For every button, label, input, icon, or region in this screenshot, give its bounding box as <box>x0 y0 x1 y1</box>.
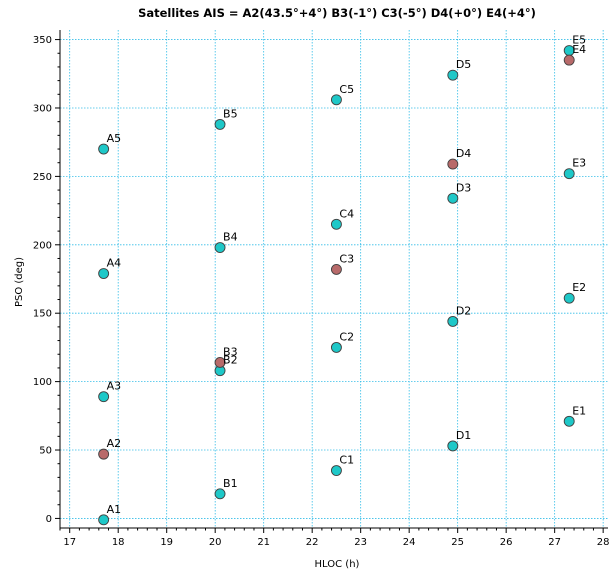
y-tick-label: 100 <box>33 377 52 388</box>
data-point-c1 <box>330 465 342 476</box>
data-label-e5: E5 <box>572 34 586 47</box>
axes: 17 18 19 20 21 22 23 24 25 26 27 28 0 50 100 150 200 250 3… <box>33 30 610 548</box>
data-point-a1 <box>98 514 110 526</box>
data-point-b5 <box>214 118 226 130</box>
data-point-c3 <box>330 263 342 275</box>
data-label-a5: A5 <box>107 132 122 145</box>
y-tick-label: 200 <box>33 240 52 251</box>
data-point-b3 <box>214 357 226 368</box>
data-point-c5 <box>330 94 342 106</box>
data-point-b4 <box>214 242 226 253</box>
data-label-c4: C4 <box>339 207 354 220</box>
x-tick-label: 21 <box>257 537 270 548</box>
data-label-a3: A3 <box>107 380 122 393</box>
data-label-a1: A1 <box>107 503 122 516</box>
data-label-d4: D4 <box>456 147 471 160</box>
data-label-e4: E4 <box>572 43 586 56</box>
x-tick-label: 27 <box>548 537 561 548</box>
y-tick-label: 150 <box>33 309 52 320</box>
y-tick-label: 50 <box>39 446 52 457</box>
data-point-d1 <box>447 440 459 452</box>
data-label-b5: B5 <box>223 107 238 120</box>
data-point-b1 <box>214 488 226 500</box>
data-label-a4: A4 <box>107 257 122 270</box>
data-point-a4 <box>98 268 110 279</box>
data-label-c5: C5 <box>339 83 354 96</box>
x-axis-label: HLOC (h) <box>315 559 360 570</box>
y-tick-label: 300 <box>33 103 52 114</box>
y-tick-label: 350 <box>33 35 52 46</box>
x-tick-label: 26 <box>500 537 513 548</box>
data-label-e2: E2 <box>572 281 586 294</box>
y-tick-label: 250 <box>33 172 52 183</box>
data-point-e4 <box>563 54 575 66</box>
data-label-a2: A2 <box>107 437 122 450</box>
x-tick-label: 24 <box>403 537 416 548</box>
data-label-e1: E1 <box>572 404 586 417</box>
data-label-c2: C2 <box>339 330 354 343</box>
data-point-a5 <box>98 143 110 155</box>
x-tick-label: 20 <box>209 537 222 548</box>
data-label-d2: D2 <box>456 304 471 317</box>
data-point-d2 <box>447 315 459 327</box>
data-point-c4 <box>330 218 342 230</box>
grid <box>60 30 608 528</box>
data-label-e3: E3 <box>572 157 586 170</box>
data-label-c3: C3 <box>339 252 354 265</box>
data-label-b1: B1 <box>223 477 238 490</box>
data-label-b2: B2 <box>223 354 238 367</box>
x-tick-label: 25 <box>451 537 464 548</box>
data-point-d3 <box>447 192 459 204</box>
data-label-b3: B3 <box>223 345 238 358</box>
data-label-d5: D5 <box>456 58 471 71</box>
x-tick-label: 22 <box>306 537 319 548</box>
data-point-a2 <box>98 448 110 460</box>
data-label-b4: B4 <box>223 231 238 244</box>
x-tick-label: 17 <box>63 537 76 548</box>
data-label-c1: C1 <box>339 454 354 467</box>
y-axis-label: PSO (deg) <box>14 257 25 307</box>
data-point-e3 <box>563 168 575 180</box>
x-tick-label: 28 <box>597 537 610 548</box>
data-point-e2 <box>563 292 575 304</box>
data-point-d5 <box>447 69 459 81</box>
data-point-c2 <box>330 341 342 353</box>
data-point-e1 <box>563 415 575 427</box>
x-tick-label: 18 <box>112 537 125 548</box>
data-point-a3 <box>98 391 110 403</box>
data-label-d1: D1 <box>456 429 471 442</box>
y-tick-label: 0 <box>46 514 52 525</box>
x-tick-label: 23 <box>354 537 367 548</box>
data-label-d3: D3 <box>456 181 471 194</box>
x-tick-label: 19 <box>160 537 173 548</box>
chart-title: Satellites AIS = A2(43.5°+4°) B3(-1°) C3… <box>138 6 536 20</box>
data-point-d4 <box>447 158 459 170</box>
